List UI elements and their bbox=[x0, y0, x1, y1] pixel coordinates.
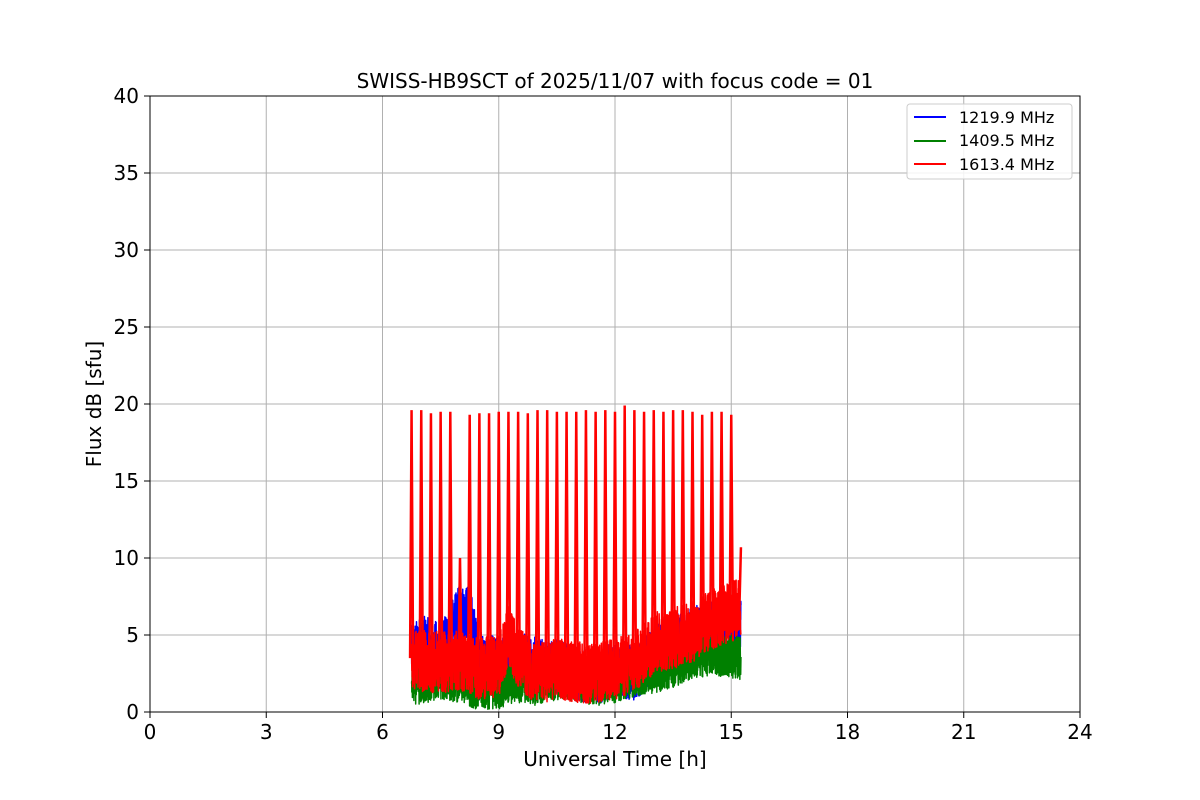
calibration-spike bbox=[437, 411, 444, 663]
x-tick-label: 15 bbox=[719, 720, 744, 744]
calibration-spike bbox=[534, 410, 541, 674]
calibration-spike bbox=[670, 410, 676, 639]
x-axis-label: Universal Time [h] bbox=[523, 747, 706, 771]
calibration-spike bbox=[515, 411, 521, 659]
chart-title: SWISS-HB9SCT of 2025/11/07 with focus co… bbox=[357, 69, 874, 93]
y-axis-label: Flux dB [sfu] bbox=[82, 341, 106, 467]
y-tick-label: 20 bbox=[114, 392, 139, 416]
series-1613-line bbox=[410, 579, 742, 704]
y-tick-label: 30 bbox=[114, 238, 139, 262]
y-tick-label: 10 bbox=[114, 546, 139, 570]
calibration-spike bbox=[544, 410, 550, 672]
y-tick-label: 5 bbox=[126, 623, 139, 647]
calibration-spike bbox=[699, 414, 705, 626]
calibration-spike bbox=[408, 410, 415, 659]
y-tick-label: 15 bbox=[114, 469, 139, 493]
calibration-spike bbox=[466, 414, 473, 665]
x-tick-label: 12 bbox=[602, 720, 627, 744]
calibration-spike bbox=[486, 413, 492, 668]
calibration-spike bbox=[505, 411, 512, 636]
x-tick-label: 0 bbox=[144, 720, 157, 744]
calibration-spike bbox=[709, 411, 715, 620]
calibration-spike bbox=[583, 410, 589, 673]
x-tick-label: 24 bbox=[1067, 720, 1092, 744]
calibration-spike bbox=[602, 410, 609, 672]
calibration-spike bbox=[680, 410, 686, 636]
legend-label-1219: 1219.9 MHz bbox=[959, 108, 1054, 127]
calibration-spike bbox=[728, 414, 734, 612]
y-tick-label: 0 bbox=[126, 700, 139, 724]
calibration-spike bbox=[631, 410, 638, 663]
x-tick-label: 9 bbox=[492, 720, 505, 744]
calibration-spike bbox=[525, 413, 531, 666]
legend-label-1409: 1409.5 MHz bbox=[959, 131, 1054, 150]
y-axis: 0 5 10 15 20 25 30 35 40 bbox=[114, 84, 150, 724]
x-tick-label: 18 bbox=[835, 720, 860, 744]
calibration-spike bbox=[554, 411, 560, 669]
end-spike bbox=[738, 547, 743, 608]
y-tick-label: 25 bbox=[114, 315, 139, 339]
x-tick-label: 3 bbox=[260, 720, 273, 744]
calibration-spike bbox=[718, 411, 725, 616]
calibration-spike bbox=[660, 411, 667, 641]
calibration-spike bbox=[447, 411, 454, 662]
calibration-spike bbox=[476, 413, 483, 669]
calibration-spike bbox=[612, 411, 618, 669]
plot-lines bbox=[408, 405, 743, 710]
calibration-spike bbox=[563, 411, 570, 671]
calibration-spike bbox=[592, 411, 599, 674]
legend-label-1613: 1613.4 MHz bbox=[959, 155, 1054, 174]
legend: 1219.9 MHz 1409.5 MHz 1613.4 MHz bbox=[906, 103, 1073, 180]
calibration-spike bbox=[418, 410, 424, 662]
x-tick-label: 6 bbox=[376, 720, 389, 744]
y-tick-label: 40 bbox=[114, 84, 139, 108]
calibration-spike bbox=[496, 411, 502, 666]
legend-box bbox=[906, 103, 1073, 180]
calibration-spike bbox=[651, 410, 657, 643]
calibration-spike bbox=[457, 557, 463, 660]
calibration-spike bbox=[689, 411, 696, 632]
y-tick-label: 35 bbox=[114, 161, 139, 185]
calibration-spike bbox=[641, 411, 647, 653]
x-tick-label: 21 bbox=[951, 720, 976, 744]
calibration-spike bbox=[428, 413, 434, 662]
calibration-spike bbox=[573, 411, 579, 672]
x-axis: 0 3 6 9 12 15 18 21 24 bbox=[144, 712, 1093, 744]
calibration-spike bbox=[621, 405, 628, 666]
